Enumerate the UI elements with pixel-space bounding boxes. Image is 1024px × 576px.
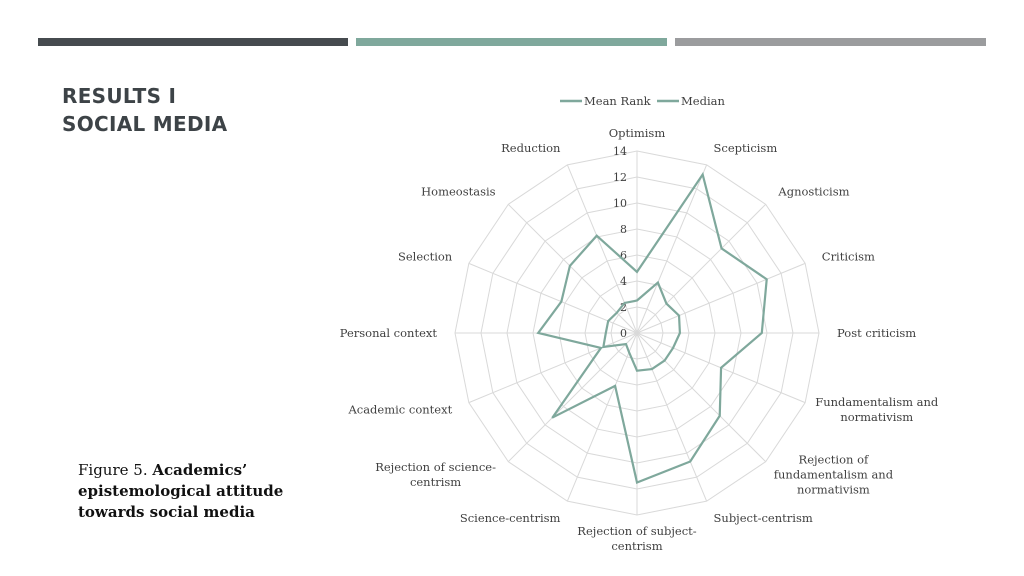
category-label: Agnosticism [777,185,849,199]
radial-tick-label: 8 [620,223,627,236]
data-point [720,367,722,369]
category-label: Selection [398,249,453,263]
grid-spoke [566,164,638,334]
data-point [628,351,630,354]
data-point [551,416,554,419]
data-point [679,332,681,334]
category-label: Homeostasis [421,185,496,199]
legend-label: Mean Rank [584,94,652,108]
data-point [636,299,638,302]
header-bar-teal [356,38,667,46]
grid-spoke [468,262,638,334]
data-point [665,302,668,305]
figure-caption: Figure 5. Academics’ epistemological att… [78,460,308,523]
category-label: Criticism [822,249,875,263]
data-point [636,271,638,273]
slide-title-line1: RESULTS I [62,84,177,108]
series-line-median [602,280,682,372]
category-label: Rejection of subject-centrism [577,524,696,553]
grid-spoke [636,164,708,334]
slide-title-line2: SOCIAL MEDIA [62,112,228,136]
radial-tick-label: 12 [613,171,627,184]
data-point [569,265,571,267]
radial-tick-label: 2 [620,301,627,314]
grid-spoke [636,262,806,334]
grid-spoke [636,332,708,502]
category-label: Subject-centrism [714,511,813,525]
data-point [614,385,616,387]
data-point [595,234,598,237]
radial-tick-label: 14 [613,145,627,158]
data-point [657,281,659,284]
caption-prefix: Figure 5. [78,461,148,479]
category-label: Reduction [501,141,561,155]
data-point [720,247,723,250]
grid-spoke [566,332,638,502]
category-label: Rejection of fundamentalism and normativis… [774,452,894,496]
data-point [600,347,602,349]
grid-spoke [636,332,767,463]
category-label: Science-centrism [460,511,561,525]
data-point [625,343,627,345]
data-point [651,368,653,370]
category-label: Personal context [340,326,438,340]
radial-tick-label: 4 [620,275,627,288]
category-label: Rejection of science-centrism [375,460,496,489]
data-point [602,346,605,348]
data-point [765,278,768,281]
data-point [605,332,607,334]
series-line-mean-rank [536,171,768,484]
radial-tick-label: 0 [620,327,627,340]
data-point [663,359,666,362]
header-bar-dark [38,38,348,46]
data-point [701,173,704,176]
data-point [689,460,692,463]
data-point [615,311,618,314]
grid-spoke [636,203,767,334]
radial-tick-label: 6 [620,249,627,262]
caption-bold-text: Academics’ epistemological attitude towa… [78,461,284,521]
legend-label: Median [681,94,725,108]
data-point [623,302,626,304]
data-point [537,332,539,334]
data-point [636,481,638,484]
grid-spoke [507,332,638,463]
grid-spoke [468,332,638,404]
category-label: Post criticism [837,326,916,340]
data-point [636,369,638,372]
slide-title: RESULTS I SOCIAL MEDIA [62,82,227,138]
header-bar-gray [675,38,986,46]
radial-tick-label: 10 [613,197,627,210]
data-point [761,332,763,334]
data-point [672,347,674,349]
grid-spoke [507,203,638,334]
category-label: Fundamentalism and normativism [815,395,939,424]
data-point [560,300,563,303]
category-label: Academic context [347,403,452,417]
data-point [678,314,680,317]
category-label: Optimism [609,126,666,140]
category-label: Scepticism [714,141,778,155]
data-point [718,414,721,417]
data-point [607,320,609,322]
